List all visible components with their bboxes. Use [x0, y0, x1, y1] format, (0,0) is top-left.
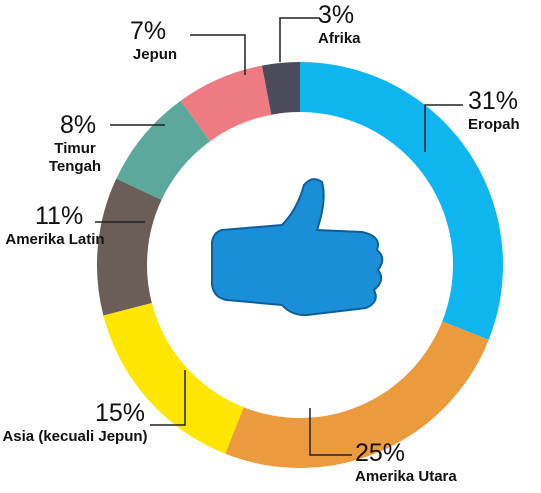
- thumbs-up-icon: [211, 178, 384, 317]
- donut-slice: [261, 62, 300, 115]
- category-label: Timur Tengah: [48, 139, 102, 175]
- slice-label: 7% Jepun: [110, 17, 200, 64]
- category-label: Asia (kecuali Jepun): [2, 427, 148, 445]
- category-label: Jepun: [132, 45, 178, 63]
- slice-label: 15% Asia (kecuali Jepun): [0, 399, 150, 446]
- category-label: Amerika Utara: [355, 467, 457, 485]
- donut-slice: [225, 321, 489, 468]
- category-label: Afrika: [318, 29, 361, 47]
- leader-line: [424, 104, 463, 152]
- value-label: 3%: [318, 1, 355, 29]
- donut-slice: [116, 100, 211, 200]
- category-label: Amerika Latin: [5, 230, 105, 248]
- value-label: 15%: [95, 399, 146, 427]
- leader-line: [279, 17, 320, 62]
- value-label: 7%: [130, 17, 167, 45]
- slice-label: 25% Amerika Utara: [355, 439, 505, 486]
- slice-label: 8% Timur Tengah: [30, 111, 120, 176]
- leader-line: [309, 408, 352, 456]
- donut-slice: [103, 303, 244, 454]
- value-label: 31%: [468, 87, 519, 115]
- value-label: 11%: [35, 202, 84, 230]
- donut-slice: [97, 178, 162, 316]
- slice-label: 3% Afrika: [318, 1, 408, 48]
- slice-label: 11% Amerika Latin: [0, 202, 110, 249]
- value-label: 8%: [60, 111, 97, 139]
- slice-label: 31% Eropah: [468, 87, 538, 134]
- category-label: Eropah: [468, 115, 520, 133]
- donut-slice: [300, 62, 503, 340]
- leader-line: [150, 370, 186, 426]
- value-label: 25%: [355, 439, 406, 467]
- leader-line: [190, 34, 246, 75]
- donut-slice: [180, 65, 272, 142]
